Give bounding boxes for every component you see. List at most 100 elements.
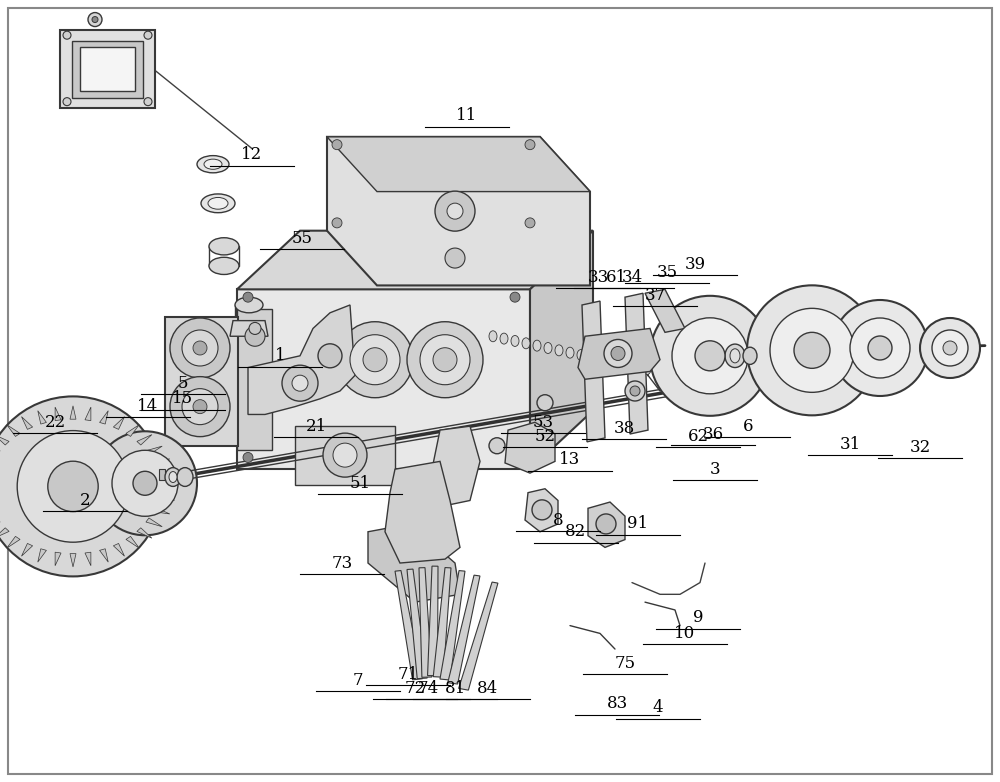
Circle shape xyxy=(445,248,465,268)
Text: 13: 13 xyxy=(559,451,581,468)
Circle shape xyxy=(170,318,230,378)
Text: 7: 7 xyxy=(353,672,363,689)
Ellipse shape xyxy=(632,361,640,372)
Text: 33: 33 xyxy=(587,269,609,286)
Circle shape xyxy=(93,432,197,535)
Ellipse shape xyxy=(500,333,508,344)
Ellipse shape xyxy=(588,352,596,363)
Circle shape xyxy=(611,346,625,361)
Circle shape xyxy=(407,321,483,398)
Polygon shape xyxy=(588,502,625,547)
Polygon shape xyxy=(70,406,76,419)
Ellipse shape xyxy=(544,343,552,353)
Polygon shape xyxy=(146,518,162,527)
Polygon shape xyxy=(0,435,9,445)
Circle shape xyxy=(489,438,505,454)
Circle shape xyxy=(182,389,218,425)
Circle shape xyxy=(88,13,102,27)
Circle shape xyxy=(943,341,957,355)
Polygon shape xyxy=(70,554,76,567)
Circle shape xyxy=(650,296,770,416)
Circle shape xyxy=(133,472,157,495)
Polygon shape xyxy=(100,411,108,424)
Circle shape xyxy=(193,400,207,414)
Ellipse shape xyxy=(709,378,717,389)
Circle shape xyxy=(794,332,830,368)
Circle shape xyxy=(510,453,520,462)
Polygon shape xyxy=(432,426,480,507)
Ellipse shape xyxy=(654,366,662,377)
Text: 38: 38 xyxy=(613,420,635,437)
Ellipse shape xyxy=(204,160,222,169)
Circle shape xyxy=(243,292,253,302)
Polygon shape xyxy=(157,472,174,477)
Circle shape xyxy=(193,341,207,355)
Text: 61: 61 xyxy=(605,269,627,286)
Ellipse shape xyxy=(555,345,563,356)
Ellipse shape xyxy=(522,338,530,349)
Polygon shape xyxy=(7,425,20,436)
Polygon shape xyxy=(153,459,170,465)
Circle shape xyxy=(318,344,342,368)
Text: 53: 53 xyxy=(532,414,554,431)
Ellipse shape xyxy=(169,472,177,482)
Text: 81: 81 xyxy=(444,680,466,697)
Ellipse shape xyxy=(665,368,673,379)
Circle shape xyxy=(249,322,261,335)
Text: 21: 21 xyxy=(305,418,327,435)
Ellipse shape xyxy=(698,375,706,386)
Circle shape xyxy=(630,386,640,396)
Polygon shape xyxy=(126,536,139,548)
Text: 8: 8 xyxy=(553,511,563,529)
Polygon shape xyxy=(55,552,61,565)
Polygon shape xyxy=(126,425,139,436)
Polygon shape xyxy=(327,137,590,192)
Ellipse shape xyxy=(209,257,239,274)
Text: 39: 39 xyxy=(684,256,706,273)
Polygon shape xyxy=(448,575,480,684)
Polygon shape xyxy=(60,30,155,108)
Circle shape xyxy=(144,31,152,39)
Circle shape xyxy=(447,203,463,219)
Polygon shape xyxy=(419,568,432,677)
Circle shape xyxy=(868,336,892,360)
Circle shape xyxy=(537,395,553,411)
Polygon shape xyxy=(7,536,20,548)
Text: 73: 73 xyxy=(331,554,353,572)
Ellipse shape xyxy=(165,468,181,486)
Text: 71: 71 xyxy=(397,665,419,683)
Polygon shape xyxy=(237,309,272,450)
Polygon shape xyxy=(295,426,395,485)
Polygon shape xyxy=(146,446,162,455)
Polygon shape xyxy=(525,489,558,532)
Polygon shape xyxy=(505,422,555,473)
Circle shape xyxy=(850,318,910,378)
Circle shape xyxy=(245,326,265,346)
Ellipse shape xyxy=(720,380,728,391)
Ellipse shape xyxy=(566,347,574,358)
Ellipse shape xyxy=(687,373,695,384)
Circle shape xyxy=(596,514,616,534)
Circle shape xyxy=(332,218,342,228)
Text: 34: 34 xyxy=(621,269,643,286)
Text: 1: 1 xyxy=(275,347,285,364)
Text: 55: 55 xyxy=(292,230,312,247)
Ellipse shape xyxy=(599,354,607,365)
Circle shape xyxy=(672,317,748,394)
Text: 83: 83 xyxy=(606,695,628,712)
Text: 9: 9 xyxy=(693,609,703,626)
Ellipse shape xyxy=(643,364,651,375)
Polygon shape xyxy=(165,317,238,446)
Text: 12: 12 xyxy=(241,146,263,163)
Text: 5: 5 xyxy=(178,375,188,392)
Polygon shape xyxy=(38,549,46,562)
Text: 14: 14 xyxy=(137,398,159,415)
Text: 3: 3 xyxy=(710,461,720,478)
Ellipse shape xyxy=(201,194,235,213)
Circle shape xyxy=(770,308,854,393)
Circle shape xyxy=(435,191,475,231)
Ellipse shape xyxy=(676,371,684,382)
Text: 35: 35 xyxy=(656,264,678,281)
Ellipse shape xyxy=(489,331,497,342)
Ellipse shape xyxy=(725,344,745,368)
